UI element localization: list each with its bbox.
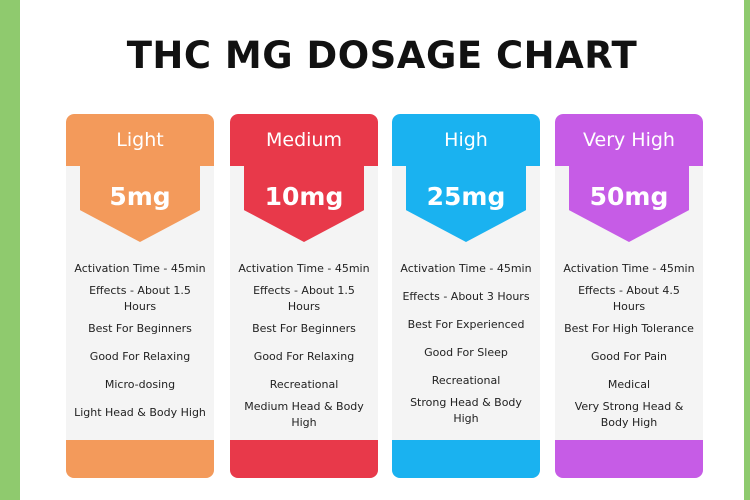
feature-item: Effects - About 4.5 Hours <box>578 284 680 313</box>
feature-list: Activation Time - 45min Effects - About 3… <box>392 255 540 427</box>
feature-item: Effects - About 3 Hours <box>402 290 530 303</box>
card-dose-value: 10mg <box>264 181 344 211</box>
feature-item: Best For High Tolerance <box>564 322 694 335</box>
left-accent-stripe <box>0 0 20 500</box>
page-title: THC MG DOSAGE CHART <box>126 34 638 77</box>
feature-item: Activation Time - 45min <box>400 262 532 275</box>
card-footer-bar <box>66 440 214 478</box>
feature-item: Recreational <box>431 374 501 387</box>
feature-item: Strong Head & Body High <box>410 396 522 425</box>
right-accent-stripe <box>744 0 750 500</box>
card-level-label: Light <box>66 114 214 166</box>
dosage-card: Light 5mg Activation Time - 45min Effects -… <box>66 114 214 478</box>
dosage-card: High 25mg Activation Time - 45min Effects -… <box>392 114 540 478</box>
card-footer-bar <box>230 440 378 478</box>
card-level-label: Medium <box>230 114 378 166</box>
feature-item: Effects - About 1.5 Hours <box>253 284 355 313</box>
feature-item: Micro-dosing <box>104 378 176 391</box>
feature-item: Activation Time - 45min <box>74 262 206 275</box>
feature-item: Effects - About 1.5 Hours <box>89 284 191 313</box>
card-dose-value: 5mg <box>109 181 171 211</box>
dosage-card: Medium 10mg Activation Time - 45min Effects… <box>230 114 378 478</box>
dosage-card: Very High 50mg Activation Time - 45min Effe… <box>555 114 703 478</box>
feature-item: Good For Pain <box>590 350 668 363</box>
feature-item: Good For Sleep <box>424 346 508 359</box>
feature-item: Best For Experienced <box>407 318 525 331</box>
feature-item: Best For Beginners <box>88 322 192 335</box>
card-dose-value: 50mg <box>589 181 669 211</box>
card-footer-bar <box>392 440 540 478</box>
feature-item: Activation Time - 45min <box>563 262 695 275</box>
card-level-label: High <box>392 114 540 166</box>
feature-item: Medium Head & Body High <box>244 400 364 429</box>
feature-item: Good For Relaxing <box>89 350 191 363</box>
feature-list: Activation Time - 45min Effects - About 4… <box>555 255 703 431</box>
feature-item: Activation Time - 45min <box>238 262 370 275</box>
card-footer-bar <box>555 440 703 478</box>
feature-item: Recreational <box>269 378 339 391</box>
feature-item: Good For Relaxing <box>253 350 355 363</box>
feature-item: Best For Beginners <box>252 322 356 335</box>
feature-list: Activation Time - 45min Effects - About 1… <box>230 255 378 431</box>
feature-item: Medical <box>607 378 651 391</box>
card-dose-value: 25mg <box>426 181 506 211</box>
card-level-label: Very High <box>555 114 703 166</box>
feature-list: Activation Time - 45min Effects - About 1… <box>66 255 214 427</box>
feature-item: Very Strong Head & Body High <box>574 400 684 429</box>
feature-item: Light Head & Body High <box>74 406 206 419</box>
